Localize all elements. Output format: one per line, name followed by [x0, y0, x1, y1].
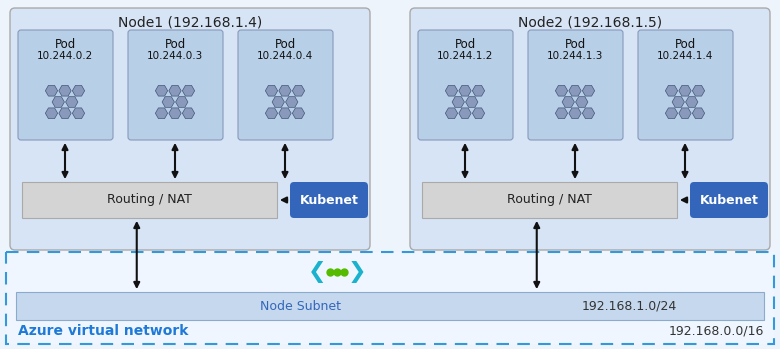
Text: 10.244.0.4: 10.244.0.4	[257, 51, 313, 61]
FancyBboxPatch shape	[128, 30, 223, 140]
Text: 10.244.0.2: 10.244.0.2	[37, 51, 93, 61]
Text: Routing / NAT: Routing / NAT	[107, 193, 192, 207]
FancyBboxPatch shape	[410, 8, 770, 250]
Text: 10.244.1.2: 10.244.1.2	[437, 51, 493, 61]
Text: 10.244.1.4: 10.244.1.4	[657, 51, 713, 61]
FancyBboxPatch shape	[528, 30, 623, 140]
Text: Azure virtual network: Azure virtual network	[18, 324, 189, 338]
Text: ❯: ❯	[347, 261, 366, 283]
Text: 192.168.0.0/16: 192.168.0.0/16	[668, 325, 764, 338]
Text: Pod: Pod	[275, 37, 296, 51]
Text: ❮: ❮	[307, 261, 326, 283]
FancyBboxPatch shape	[418, 30, 513, 140]
Text: Pod: Pod	[165, 37, 186, 51]
Text: 192.168.1.0/24: 192.168.1.0/24	[582, 299, 677, 312]
FancyBboxPatch shape	[290, 182, 368, 218]
Text: 10.244.0.3: 10.244.0.3	[147, 51, 203, 61]
Bar	[16, 292, 764, 320]
Text: Routing / NAT: Routing / NAT	[507, 193, 592, 207]
Text: Pod: Pod	[565, 37, 586, 51]
Text: Node1 (192.168.1.4): Node1 (192.168.1.4)	[118, 15, 262, 29]
Text: Pod: Pod	[455, 37, 476, 51]
Text: Node Subnet: Node Subnet	[260, 299, 341, 312]
Text: Kubenet: Kubenet	[300, 193, 359, 207]
FancyBboxPatch shape	[690, 182, 768, 218]
Text: 10.244.1.3: 10.244.1.3	[547, 51, 603, 61]
Text: Pod: Pod	[55, 37, 76, 51]
Text: Pod: Pod	[675, 37, 696, 51]
Bar	[422, 182, 677, 218]
Bar	[6, 252, 774, 344]
Text: Node2 (192.168.1.5): Node2 (192.168.1.5)	[518, 15, 662, 29]
FancyBboxPatch shape	[238, 30, 333, 140]
FancyBboxPatch shape	[18, 30, 113, 140]
Bar	[22, 182, 277, 218]
FancyBboxPatch shape	[10, 8, 370, 250]
FancyBboxPatch shape	[638, 30, 733, 140]
Text: Kubenet: Kubenet	[700, 193, 758, 207]
